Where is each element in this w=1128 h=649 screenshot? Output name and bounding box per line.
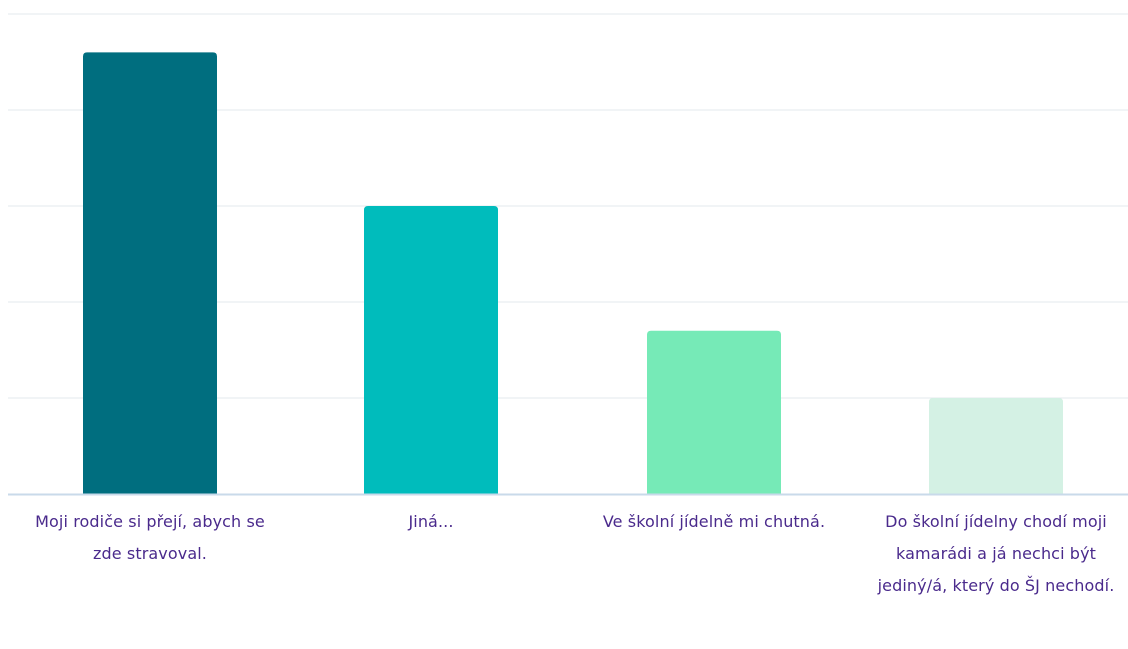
category-label-3: Ve školní jídelně mi chutná. <box>602 512 826 531</box>
category-label-4: Do školní jídelny chodí moji kamarádi a … <box>877 512 1115 595</box>
bar-3[interactable] <box>647 330 781 494</box>
bars <box>83 52 1063 495</box>
category-label-2: Jiná... <box>408 512 454 531</box>
bar-2[interactable] <box>364 206 498 494</box>
category-label-1: Moji rodiče si přejí, abych se zde strav… <box>35 512 265 563</box>
bar-4[interactable] <box>929 398 1063 494</box>
bar-1[interactable] <box>83 52 217 495</box>
